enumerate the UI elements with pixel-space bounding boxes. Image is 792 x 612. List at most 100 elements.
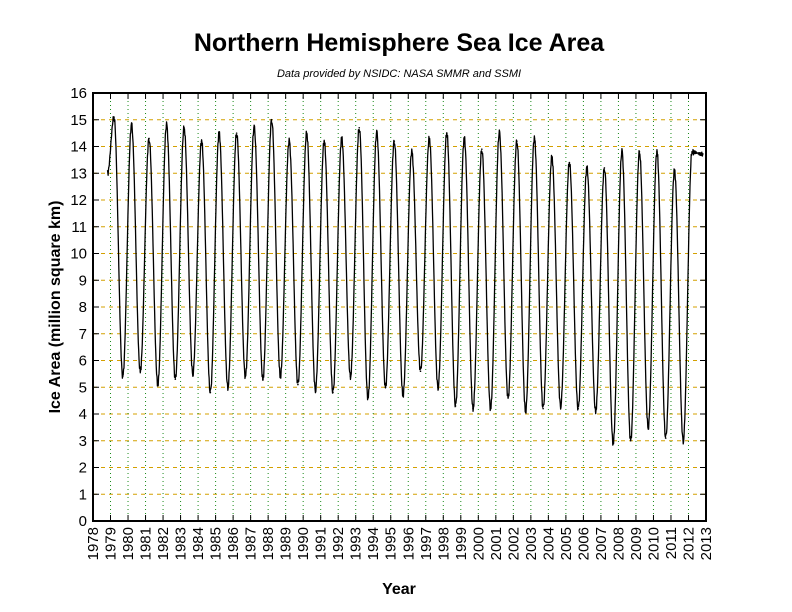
annual-min-point <box>227 386 229 389</box>
annual-max-point <box>200 140 203 142</box>
annual-max-point <box>656 151 658 153</box>
annual-min-point <box>349 375 352 378</box>
annual-max-point <box>586 167 588 169</box>
y-tick-label: 14 <box>70 139 87 156</box>
annual-min-point <box>419 370 422 373</box>
y-tick-label: 2 <box>79 460 87 477</box>
annual-max-point <box>358 126 361 129</box>
annual-min-point <box>437 386 439 389</box>
y-axis-label: Ice Area (million square km) <box>47 201 64 414</box>
x-tick-label: 2001 <box>488 527 505 560</box>
annual-min-point <box>192 373 194 375</box>
annual-min-point <box>664 437 667 439</box>
y-tick-label: 4 <box>79 406 87 423</box>
x-tick-label: 1979 <box>103 527 120 560</box>
x-tick-label: 1990 <box>295 527 312 560</box>
annual-max-point <box>235 132 238 134</box>
annual-min-point <box>594 410 597 413</box>
x-axis-ticks: 1978 1979 1980 1981 1982 1983 1984 1985 1986 1987… <box>85 93 715 560</box>
annual-min-point <box>612 442 614 445</box>
x-tick-label: 2000 <box>470 527 487 560</box>
x-tick-label: 2004 <box>540 527 557 560</box>
annual-min-point <box>682 439 685 442</box>
y-tick-label: 15 <box>70 112 87 129</box>
annual-max-point <box>498 132 501 134</box>
x-tick-label: 1999 <box>453 527 470 560</box>
x-tick-label: 2011 <box>663 527 680 559</box>
annual-max-point <box>673 169 676 172</box>
x-tick-label: 1983 <box>173 527 190 560</box>
y-tick-label: 5 <box>79 379 87 396</box>
y-tick-label: 6 <box>79 353 87 370</box>
y-tick-label: 1 <box>79 486 87 503</box>
annual-max-point <box>428 137 431 140</box>
y-tick-label: 13 <box>70 165 87 182</box>
annual-min-point <box>402 394 404 397</box>
annual-max-point <box>533 137 536 140</box>
annual-max-point <box>393 140 396 142</box>
annual-max-point <box>340 137 343 140</box>
x-tick-label: 1982 <box>155 527 172 560</box>
y-tick-label: 7 <box>79 326 87 343</box>
x-tick-label: 1984 <box>190 527 207 560</box>
annual-max-point <box>568 161 571 164</box>
annual-max-point <box>621 151 623 153</box>
x-tick-label: 2010 <box>645 527 662 560</box>
annual-max-point <box>270 118 273 121</box>
annual-min-point <box>384 386 387 389</box>
annual-max-point <box>288 140 290 142</box>
annual-min-point <box>577 407 579 410</box>
x-tick-label: 1980 <box>120 527 137 560</box>
x-tick-label: 2012 <box>680 527 697 560</box>
annual-min-point <box>507 397 509 399</box>
x-tick-label: 1991 <box>313 527 330 560</box>
annual-min-point <box>332 391 334 394</box>
annual-max-point <box>638 151 641 153</box>
x-axis-label: Year <box>382 581 416 598</box>
annual-min-point <box>489 407 492 410</box>
annual-max-point <box>305 132 308 134</box>
x-tick-label: 1995 <box>383 527 400 560</box>
annual-min-point <box>209 391 212 394</box>
annual-max-point <box>113 116 115 118</box>
y-tick-label: 9 <box>79 272 87 289</box>
x-tick-label: 1992 <box>330 527 347 560</box>
y-tick-label: 16 <box>70 85 87 102</box>
x-tick-label: 1989 <box>278 527 295 560</box>
x-tick-label: 1978 <box>85 527 102 560</box>
annual-min-point <box>157 383 159 386</box>
annual-max-point <box>410 151 413 153</box>
annual-min-point <box>542 407 544 410</box>
annual-max-point <box>130 124 133 126</box>
annual-min-point <box>559 405 562 407</box>
x-tick-label: 1998 <box>435 527 452 560</box>
annual-max-point <box>253 126 255 129</box>
series-layer <box>106 116 704 446</box>
x-tick-label: 1986 <box>225 527 242 560</box>
annual-min-point <box>367 397 369 399</box>
x-tick-label: 1993 <box>348 527 365 560</box>
annual-min-point <box>647 426 650 429</box>
annual-max-point <box>148 137 150 140</box>
x-tick-label: 1996 <box>400 527 417 560</box>
annual-max-point <box>323 140 325 142</box>
annual-max-point <box>183 126 185 129</box>
annual-max-point <box>516 140 518 142</box>
annual-max-point <box>603 167 606 169</box>
annual-max-point <box>445 132 448 134</box>
annual-max-point <box>165 124 168 126</box>
annual-min-point <box>139 370 142 373</box>
annual-min-point <box>629 439 632 442</box>
annual-min-point <box>174 378 177 381</box>
ice-area-series-line <box>106 116 704 446</box>
annual-max-point <box>218 132 220 134</box>
y-tick-label: 8 <box>79 299 87 316</box>
annual-max-point <box>463 137 466 140</box>
annual-min-point <box>297 383 299 386</box>
y-tick-label: 10 <box>70 246 87 263</box>
x-tick-label: 2005 <box>558 527 575 560</box>
x-tick-label: 1994 <box>365 527 382 560</box>
annual-max-point <box>691 151 693 153</box>
chart-subtitle: Data provided by NSIDC: NASA SMMR and SS… <box>277 68 521 80</box>
